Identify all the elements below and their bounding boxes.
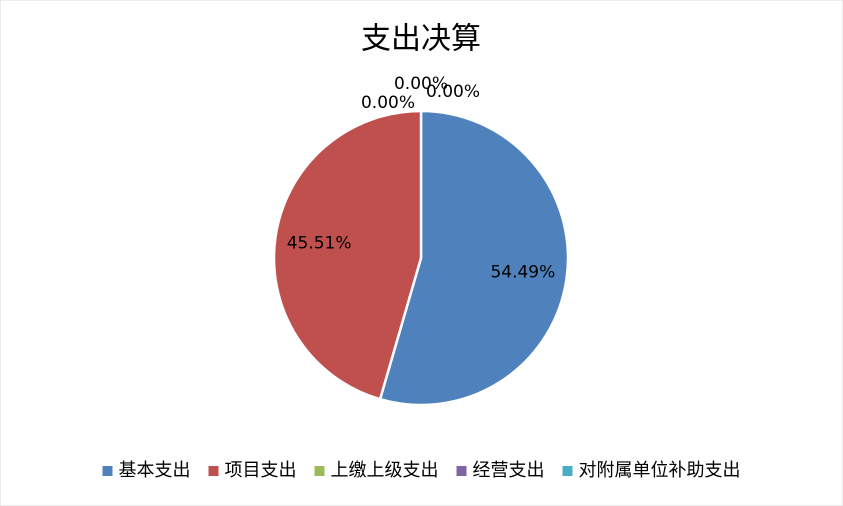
legend-label: 对附属单位补助支出 <box>579 460 741 481</box>
data-label: 0.00% <box>426 82 480 102</box>
chart-title: 支出决算 <box>361 22 481 57</box>
data-label: 0.00% <box>361 93 415 113</box>
legend-label: 项目支出 <box>225 460 297 481</box>
pie-slice <box>272 109 423 401</box>
legend-label: 上缴上级支出 <box>331 460 439 481</box>
legend-marker <box>208 466 219 476</box>
legend-label: 基本支出 <box>119 460 191 481</box>
data-label: 54.49% <box>490 262 555 282</box>
legend-marker <box>456 466 467 476</box>
legend-marker <box>314 466 325 476</box>
legend-label: 经营支出 <box>473 460 545 481</box>
legend-marker <box>562 466 573 476</box>
data-label: 0.00% <box>394 74 448 94</box>
pie-slice <box>378 109 570 407</box>
data-label: 45.51% <box>287 234 352 254</box>
legend-marker <box>102 466 113 476</box>
